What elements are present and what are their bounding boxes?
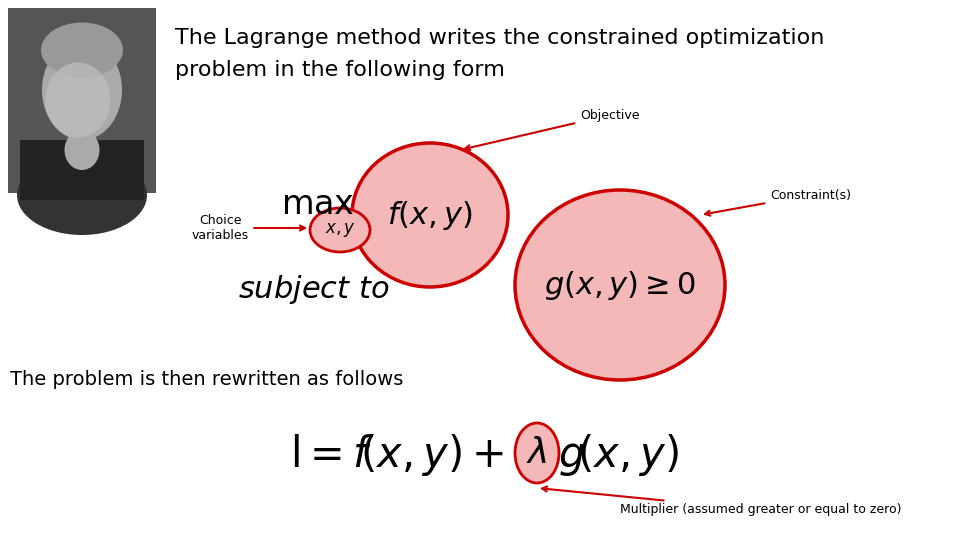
FancyBboxPatch shape (8, 8, 156, 193)
Text: problem in the following form: problem in the following form (175, 60, 505, 80)
Text: $g\!\left(x,y\right)$: $g\!\left(x,y\right)$ (558, 432, 679, 478)
Ellipse shape (17, 155, 147, 235)
Text: $\max$: $\max$ (281, 189, 355, 221)
Ellipse shape (42, 40, 122, 140)
Text: $\mathrm{l} = f\!\left(x,y\right)+$: $\mathrm{l} = f\!\left(x,y\right)+$ (290, 432, 504, 478)
Text: $\lambda$: $\lambda$ (526, 436, 547, 470)
Text: Multiplier (assumed greater or equal to zero): Multiplier (assumed greater or equal to … (542, 487, 901, 516)
Ellipse shape (41, 23, 123, 78)
Text: $\mathit{subject\ to}$: $\mathit{subject\ to}$ (238, 273, 390, 307)
Ellipse shape (515, 423, 559, 483)
Ellipse shape (310, 208, 370, 252)
Ellipse shape (45, 63, 110, 138)
Text: $x,y$: $x,y$ (324, 221, 355, 239)
FancyBboxPatch shape (20, 140, 144, 200)
Ellipse shape (64, 130, 100, 170)
Text: Constraint(s): Constraint(s) (705, 188, 851, 215)
Text: The Lagrange method writes the constrained optimization: The Lagrange method writes the constrain… (175, 28, 825, 48)
Text: The problem is then rewritten as follows: The problem is then rewritten as follows (10, 370, 403, 389)
FancyBboxPatch shape (8, 8, 156, 193)
Text: Objective: Objective (465, 109, 639, 150)
Text: Choice
variables: Choice variables (191, 214, 305, 242)
Text: $f(x,y)$: $f(x,y)$ (387, 199, 473, 232)
Text: $g(x,y) \geq 0$: $g(x,y) \geq 0$ (544, 268, 696, 301)
Ellipse shape (352, 143, 508, 287)
Ellipse shape (515, 190, 725, 380)
